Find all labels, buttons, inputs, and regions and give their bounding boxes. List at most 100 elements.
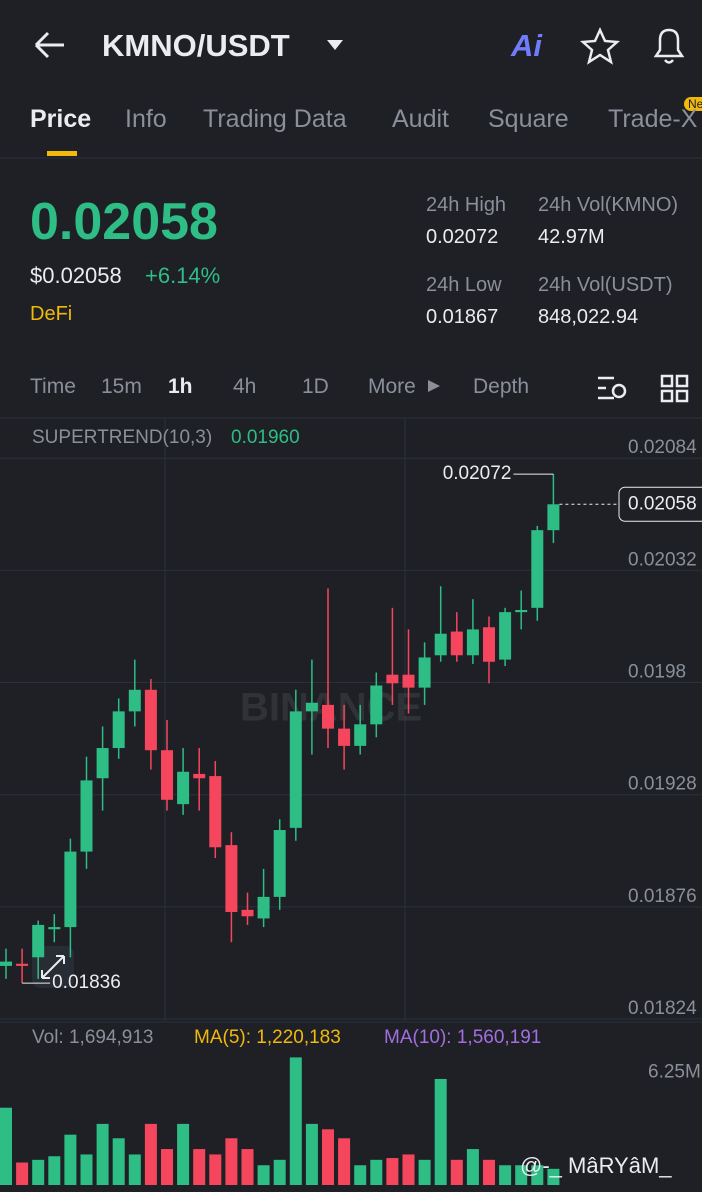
candle-body bbox=[289, 711, 302, 828]
interval[interactable]: Time bbox=[30, 375, 76, 398]
tab[interactable]: Trading Data bbox=[203, 105, 347, 133]
tab[interactable]: Trade-X bbox=[608, 105, 698, 133]
candle-body bbox=[128, 689, 141, 712]
volume-bar bbox=[515, 1165, 528, 1185]
interval[interactable]: Depth bbox=[473, 375, 530, 398]
candle-body bbox=[547, 504, 560, 531]
user-watermark: @-_ MâRYâM_ bbox=[520, 1153, 672, 1178]
y-tick-label: 0.0198 bbox=[628, 662, 686, 683]
tab[interactable]: Price bbox=[30, 105, 92, 133]
volume-bar bbox=[241, 1149, 254, 1185]
volume-bar bbox=[289, 1057, 302, 1185]
volume-bar bbox=[273, 1159, 286, 1185]
stat-value: 0.02072 bbox=[426, 226, 499, 248]
volume-bar bbox=[16, 1162, 29, 1185]
category-tag[interactable]: DeFi bbox=[30, 303, 73, 325]
volume-bar bbox=[225, 1138, 238, 1185]
volume-bar bbox=[386, 1158, 399, 1185]
settings-icon[interactable] bbox=[598, 376, 614, 400]
indicator-value: 0.01960 bbox=[231, 427, 300, 448]
volume-bar bbox=[418, 1159, 431, 1185]
candle-body bbox=[450, 631, 463, 656]
candle-body bbox=[483, 627, 495, 662]
volume-bar bbox=[466, 1149, 479, 1185]
candle-body bbox=[466, 629, 479, 656]
volume-bar bbox=[402, 1154, 415, 1185]
volume-bar bbox=[450, 1159, 463, 1185]
volume-bar bbox=[96, 1123, 109, 1185]
tab[interactable]: Audit bbox=[392, 105, 449, 133]
indicator-name: SUPERTREND(10,3) bbox=[32, 427, 213, 448]
expand-icon[interactable] bbox=[41, 955, 65, 979]
candle-body bbox=[144, 689, 157, 751]
candle-body bbox=[370, 685, 383, 725]
ma5-label: MA(5): 1,220,183 bbox=[194, 1027, 341, 1048]
pair-title[interactable]: KMNO/USDT bbox=[102, 28, 290, 63]
volume-bar bbox=[112, 1138, 125, 1185]
dropdown-icon[interactable] bbox=[327, 40, 343, 50]
candle-body bbox=[434, 633, 447, 656]
candle-body bbox=[402, 674, 415, 688]
volume-bar bbox=[48, 1156, 61, 1185]
interval[interactable]: More bbox=[368, 375, 416, 398]
candle-body bbox=[80, 780, 93, 852]
vol-tick-label: 6.25M bbox=[648, 1062, 701, 1083]
candle-body bbox=[515, 609, 528, 613]
volume-bar bbox=[209, 1154, 222, 1185]
interval[interactable]: 4h bbox=[233, 375, 257, 398]
volume-bar bbox=[32, 1159, 45, 1185]
volume-bar bbox=[305, 1123, 318, 1185]
stat-label: 24h Low bbox=[426, 274, 502, 296]
ai-button[interactable]: Ai bbox=[511, 28, 542, 63]
volume-bar bbox=[0, 1107, 12, 1185]
settings-icon[interactable] bbox=[611, 383, 627, 399]
tab[interactable]: Square bbox=[488, 105, 569, 133]
volume-label: Vol: 1,694,913 bbox=[32, 1027, 154, 1048]
stat-value: 0.01867 bbox=[426, 306, 499, 328]
volume-bar bbox=[128, 1154, 141, 1185]
candle-body bbox=[338, 728, 351, 746]
stat-value: 42.97M bbox=[538, 226, 605, 248]
y-tick-label: 0.01928 bbox=[628, 774, 697, 795]
more-caret bbox=[428, 380, 440, 392]
candle-body bbox=[16, 963, 29, 966]
low-label: 0.01836 bbox=[52, 972, 121, 993]
stat-label: 24h Vol(KMNO) bbox=[538, 194, 679, 216]
usd-price: $0.02058 bbox=[30, 263, 122, 288]
interval[interactable]: 1h bbox=[168, 375, 193, 398]
candle-body bbox=[354, 724, 367, 746]
candle-body bbox=[177, 771, 190, 805]
bell-icon[interactable] bbox=[653, 28, 685, 64]
volume-bar bbox=[547, 1168, 560, 1185]
candle-body bbox=[322, 704, 334, 729]
volume-bar bbox=[193, 1149, 206, 1185]
interval[interactable]: 1D bbox=[302, 375, 329, 398]
candle-body bbox=[96, 748, 109, 779]
candle-body bbox=[386, 674, 399, 684]
high-label: 0.02072 bbox=[443, 463, 512, 484]
candle-body bbox=[418, 657, 431, 688]
candle-body bbox=[273, 830, 286, 897]
volume-bar bbox=[354, 1165, 367, 1185]
candle-body bbox=[193, 773, 206, 779]
volume-bar bbox=[531, 1165, 544, 1185]
y-tick-label: 0.01824 bbox=[628, 998, 697, 1019]
tab-indicator bbox=[47, 151, 77, 156]
layout-icon[interactable] bbox=[660, 374, 689, 403]
price-change: +6.14% bbox=[145, 263, 221, 288]
interval[interactable]: 15m bbox=[101, 375, 142, 398]
candle-body bbox=[0, 961, 12, 966]
candle-body bbox=[64, 851, 77, 928]
back-icon[interactable] bbox=[34, 31, 64, 59]
last-price-label: 0.02058 bbox=[628, 493, 697, 514]
candle-body bbox=[112, 711, 125, 749]
tab[interactable]: Info bbox=[125, 105, 167, 133]
volume-bar bbox=[64, 1134, 77, 1185]
candle-body bbox=[48, 927, 61, 930]
volume-bar bbox=[257, 1165, 270, 1185]
candle-body bbox=[225, 845, 238, 912]
star-icon[interactable] bbox=[579, 26, 621, 65]
volume-bar bbox=[322, 1129, 334, 1185]
volume-bar bbox=[483, 1159, 495, 1185]
